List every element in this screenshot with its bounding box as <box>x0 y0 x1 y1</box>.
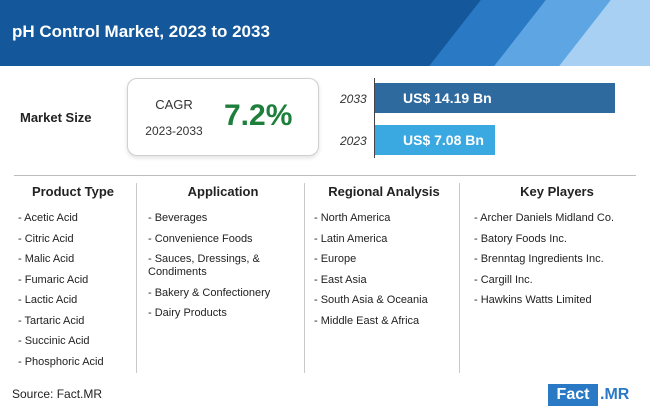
list-item: - Hawkins Watts Limited <box>474 294 592 306</box>
list-item: - Tartaric Acid <box>18 314 85 327</box>
bar-axis <box>374 78 375 158</box>
column-product-type: Product Type - Acetic Acid - Citric Acid… <box>18 184 128 376</box>
list-item: - North America <box>314 212 391 224</box>
column-heading: Regional Analysis <box>328 184 440 199</box>
logo-text: Fact <box>548 384 598 406</box>
list-item: - Succinic Acid <box>18 335 90 347</box>
list-item: - Fumaric Acid <box>18 273 89 286</box>
list-item: - Middle East & Africa <box>314 314 420 327</box>
bar-value-label: US$ 14.19 Bn <box>403 90 492 106</box>
list-item: - Archer Daniels Midland Co. <box>474 212 615 224</box>
column-heading: Product Type <box>31 184 115 199</box>
market-bar-2033: US$ 14.19 Bn <box>375 83 615 113</box>
logo-text: .MR <box>600 386 630 403</box>
market-size-label: Market Size <box>20 110 92 125</box>
list-item: - South Asia & Oceania <box>314 294 428 306</box>
list-item: - Batory Foods Inc. <box>474 232 567 245</box>
list-item: - Beverages <box>148 212 208 224</box>
cagr-value: 7.2% <box>224 99 293 132</box>
cagr-label: CAGR <box>155 97 193 112</box>
column-regional-analysis: Regional Analysis - North America - Lati… <box>314 184 454 335</box>
list-item: - East Asia <box>314 273 367 286</box>
list-item: - Cargill Inc. <box>474 273 533 286</box>
list-item: - Brenntag Ingredients Inc. <box>474 253 604 265</box>
list-item: - Malic Acid <box>18 253 75 265</box>
list-item: - Latin America <box>314 232 388 245</box>
list-item: - Citric Acid <box>18 232 74 245</box>
list-item: - Acetic Acid <box>18 212 78 224</box>
column-divider <box>136 183 137 373</box>
source-note: Source: Fact.MR <box>12 387 103 401</box>
column-divider <box>304 183 305 373</box>
list-item: - Lactic Acid <box>18 294 78 306</box>
column-heading: Application <box>187 184 259 199</box>
list-item: - Sauces, Dressings, & Condiments <box>148 253 260 278</box>
page-title: pH Control Market, 2023 to 2033 <box>12 22 270 41</box>
bar-year-label: 2033 <box>340 92 367 106</box>
list-item: - Bakery & Confectionery <box>148 286 271 299</box>
list-item: - Dairy Products <box>148 307 227 319</box>
column-heading: Key Players <box>520 184 594 199</box>
column-application: Application - Beverages - Convenience Fo… <box>148 184 298 328</box>
market-bar-2023: US$ 7.08 Bn <box>375 125 495 155</box>
column-key-players: Key Players - Archer Daniels Midland Co.… <box>474 184 640 315</box>
cagr-years: 2023-2033 <box>145 124 203 138</box>
bar-year-label: 2023 <box>340 134 367 148</box>
factmr-logo: Fact .MR <box>548 384 642 406</box>
column-divider <box>459 183 460 373</box>
cagr-box: CAGR 2023-2033 7.2% <box>127 78 319 156</box>
header-banner: pH Control Market, 2023 to 2033 <box>0 0 650 66</box>
list-item: - Convenience Foods <box>148 232 253 245</box>
section-divider <box>14 175 636 176</box>
bar-value-label: US$ 7.08 Bn <box>403 132 484 148</box>
list-item: - Phosphoric Acid <box>18 355 104 368</box>
list-item: - Europe <box>314 253 357 265</box>
